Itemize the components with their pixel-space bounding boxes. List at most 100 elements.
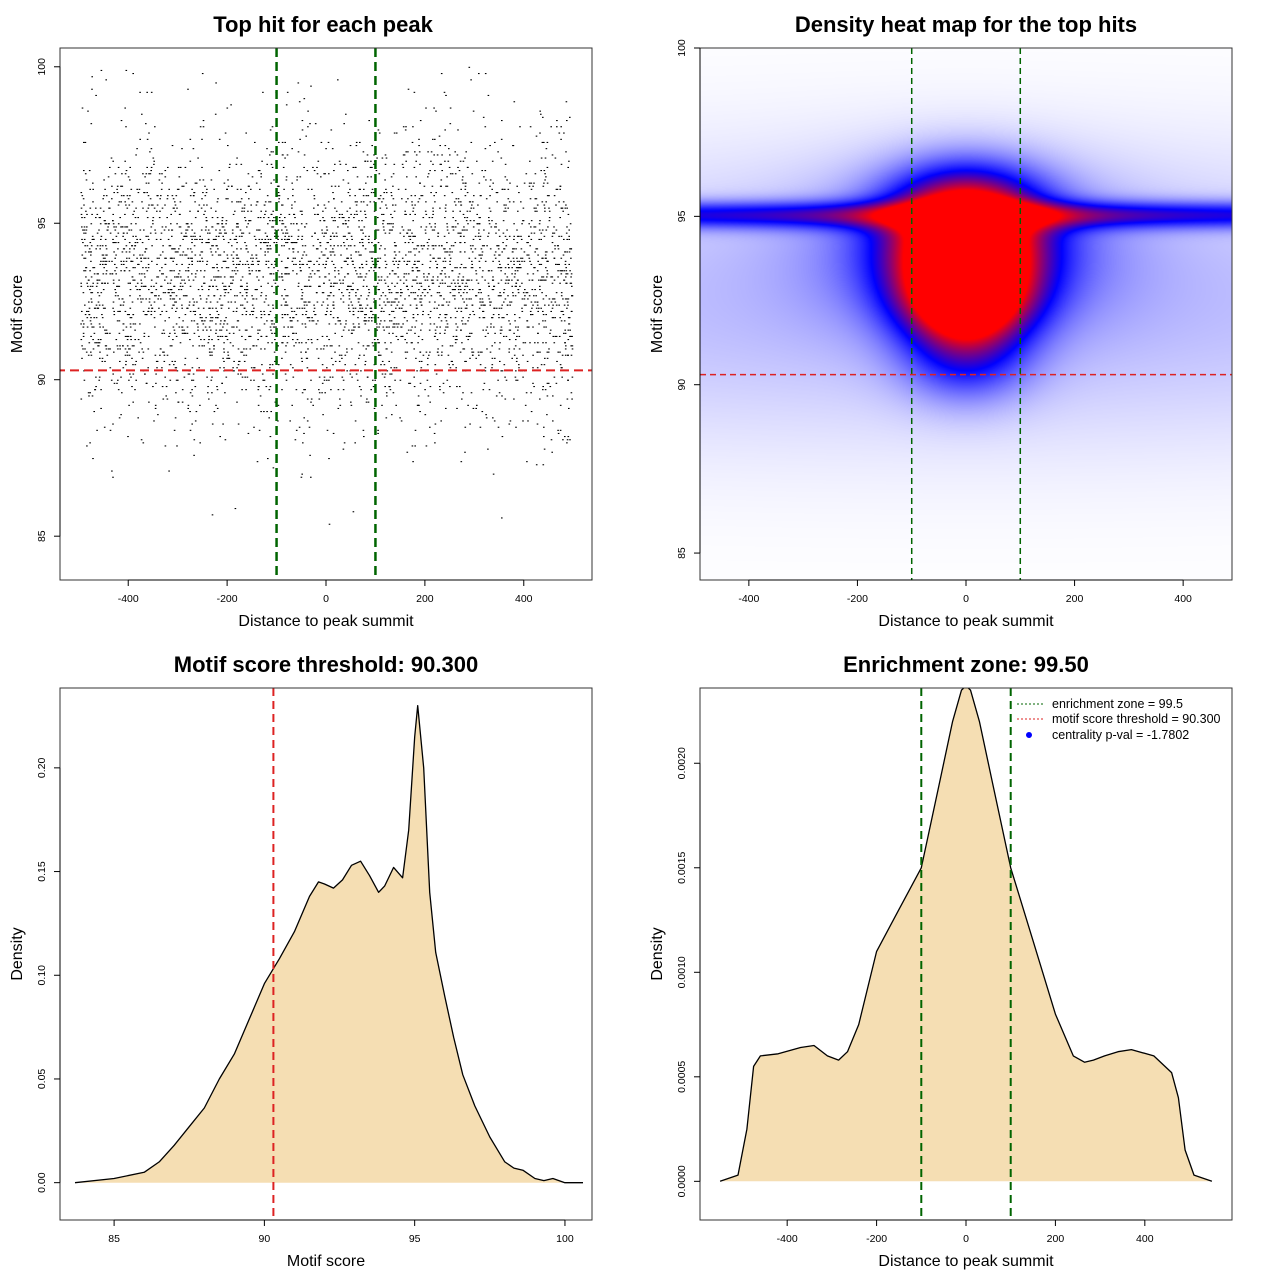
scatter-point (306, 263, 308, 265)
scatter-title: Top hit for each peak (213, 12, 433, 37)
scatter-point (308, 426, 311, 428)
scatter-point (402, 154, 405, 156)
scatter-point (81, 254, 84, 256)
scatter-point (129, 282, 131, 284)
scatter-point (306, 285, 308, 287)
scatter-point (371, 260, 374, 262)
scatter-point (489, 210, 492, 212)
scatter-point (186, 223, 189, 225)
scatter-point (449, 260, 451, 262)
scatter-point (543, 235, 546, 237)
scatter-point (560, 292, 563, 294)
scatter-point (423, 185, 426, 187)
scatter-point (215, 332, 217, 334)
scatter-point (80, 207, 83, 209)
scatter-point (258, 238, 261, 240)
scatter-point (478, 182, 481, 184)
scatter-point (210, 379, 213, 381)
scatter-point (544, 157, 547, 159)
scatter-point (551, 235, 554, 237)
scatter-point (330, 282, 332, 284)
scatter-point (235, 235, 238, 237)
scatter-point (293, 345, 295, 347)
scatter-point (441, 279, 444, 281)
scatter-point (343, 326, 346, 328)
scatter-point (208, 351, 211, 353)
scatter-point (98, 229, 100, 231)
scatter-point (151, 245, 153, 247)
scatter-point (305, 223, 308, 225)
scatter-point (520, 235, 522, 237)
scatter-point (445, 326, 447, 328)
scatter-point (168, 335, 170, 337)
scatter-point (555, 292, 558, 294)
scatter-point (112, 242, 114, 244)
scatter-point (494, 357, 496, 359)
scatter-point (479, 289, 481, 291)
scatter-point (388, 314, 391, 316)
scatter-point (325, 263, 327, 265)
scatter-point (269, 326, 272, 328)
scatter-point (116, 320, 119, 322)
scatter-point (428, 301, 431, 303)
scatter-point (238, 263, 241, 265)
scatter-point (393, 242, 396, 244)
scatter-point (132, 267, 134, 269)
scatter-point (428, 238, 430, 240)
scatter-point (286, 242, 289, 244)
scatter-point (133, 254, 135, 256)
scatter-point (463, 289, 466, 291)
scatter-point (320, 251, 323, 253)
scatter-point (81, 238, 83, 240)
scatter-point (434, 138, 436, 140)
scatter-point (395, 245, 397, 247)
scatter-point (429, 170, 431, 172)
scatter-point (251, 270, 253, 272)
scatter-point (449, 123, 452, 125)
scatter-point (299, 260, 301, 262)
scatter-point (334, 207, 336, 209)
scatter-point (439, 295, 441, 297)
scatter-point (445, 407, 447, 409)
scatter-point (281, 342, 283, 344)
scatter-point (173, 429, 176, 431)
scatter-point (301, 392, 304, 394)
scatter-point (207, 232, 209, 234)
scatter-point (481, 298, 484, 300)
scatter-point (317, 248, 319, 250)
scatter-point (146, 192, 148, 194)
scatter-point (211, 217, 214, 219)
scatter-point (513, 276, 516, 278)
scatter-point (201, 242, 203, 244)
y-tick-label: 85 (36, 530, 48, 542)
scatter-point (269, 154, 271, 156)
scatter-point (518, 235, 520, 237)
scatter-point (527, 420, 529, 422)
scatter-point (508, 267, 510, 269)
scatter-point (338, 213, 341, 215)
scatter-point (83, 257, 85, 259)
scatter-point (274, 360, 276, 362)
scatter-point (370, 192, 373, 194)
scatter-point (558, 304, 560, 306)
scatter-point (156, 195, 158, 197)
scatter-point (199, 442, 201, 444)
scatter-point (310, 276, 313, 278)
scatter-point (364, 210, 366, 212)
scatter-point (395, 260, 397, 262)
scatter-point (222, 226, 225, 228)
scatter-point (129, 373, 131, 375)
scatter-point (247, 210, 249, 212)
scatter-point (377, 429, 379, 431)
scatter-point (341, 213, 343, 215)
scatter-point (142, 442, 145, 444)
scatter-point (304, 323, 307, 325)
scatter-point (84, 314, 87, 316)
scatter-point (213, 411, 216, 413)
scatter-point (568, 251, 571, 253)
scatter-point (405, 279, 408, 281)
scatter-point (130, 339, 132, 341)
scatter-point (260, 285, 262, 287)
scatter-point (260, 176, 262, 178)
scatter-point (560, 367, 563, 369)
